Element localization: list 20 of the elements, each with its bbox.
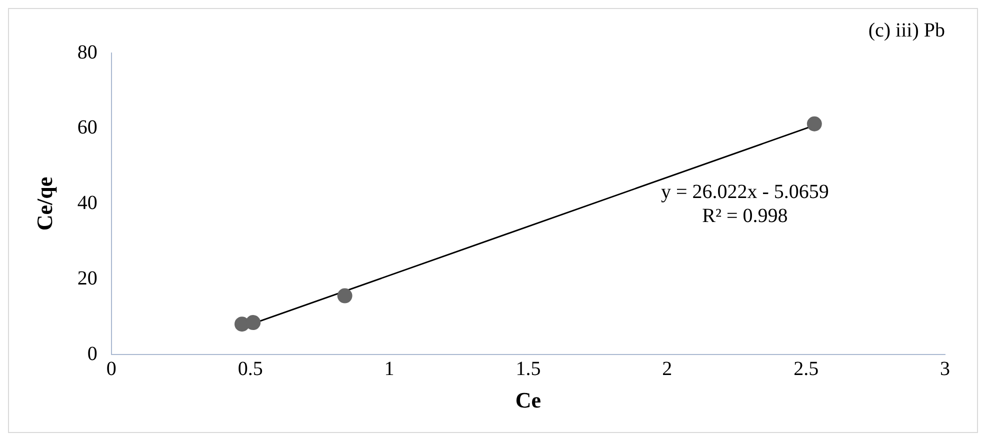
x-tick-label: 3: [940, 358, 950, 380]
x-tick-label: 2: [662, 358, 672, 380]
y-tick-label: 60: [77, 116, 98, 139]
y-tick-label: 0: [87, 342, 98, 365]
annotation: R² = 0.998: [702, 204, 788, 227]
x-tick-label: 1.5: [516, 358, 541, 380]
x-tick-label: 2.5: [794, 358, 819, 380]
y-tick-label: 80: [77, 41, 98, 64]
point: [246, 315, 261, 330]
y-tick-label: 20: [77, 267, 98, 290]
chart-title: (c) iii) Pb: [868, 19, 945, 42]
x-axis-title: Ce: [515, 387, 542, 412]
annotation: y = 26.022x - 5.0659: [660, 180, 829, 203]
point: [337, 288, 352, 304]
x-tick-label: 0.5: [238, 358, 263, 380]
y-tick-label: 40: [77, 192, 98, 214]
x-tick-label: 1: [384, 358, 394, 380]
y-axis-title: Ce/qe: [32, 176, 57, 231]
x-tick-label: 0: [106, 358, 116, 380]
point: [806, 116, 822, 132]
